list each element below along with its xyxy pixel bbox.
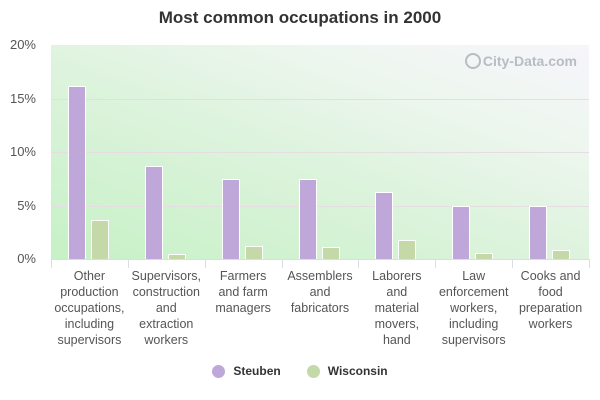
x-tick-mark [358, 259, 360, 268]
bar-steuben[interactable] [221, 178, 240, 259]
gridline [51, 98, 589, 100]
legend-label: Steuben [233, 364, 281, 378]
legend-item-wisconsin[interactable]: Wisconsin [306, 364, 388, 378]
x-tick-mark [589, 259, 590, 268]
bar-steuben[interactable] [452, 205, 471, 259]
x-axis-line [51, 259, 589, 260]
gridline [51, 205, 589, 207]
legend-swatch-icon [306, 364, 320, 378]
x-tick-label: Farmers and farm managers [215, 269, 271, 315]
legend-swatch-icon [212, 364, 226, 378]
x-tick-mark [435, 259, 437, 268]
x-tick-label: Assemblers and fabricators [287, 269, 353, 315]
chart-title: Most common occupations in 2000 [158, 8, 442, 27]
x-tick-mark [127, 259, 129, 268]
watermark: City-Data.com [464, 53, 577, 69]
x-tick-mark [512, 259, 514, 268]
bar-wisconsin[interactable] [167, 253, 186, 259]
bar-steuben[interactable] [68, 85, 86, 259]
y-tick-label: 0% [17, 251, 36, 266]
legend: Steuben Wisconsin [0, 364, 600, 378]
watermark-text: City-Data.com [482, 53, 577, 69]
x-tick-label: Cooks and food preparation workers [518, 269, 583, 331]
plot-area: City-Data.com [51, 45, 589, 259]
gridline [51, 152, 589, 153]
bar-steuben[interactable] [298, 178, 317, 259]
legend-item-steuben[interactable]: Steuben [212, 364, 281, 378]
y-tick-label: 15% [9, 90, 36, 106]
x-tick-mark [281, 259, 283, 268]
y-tick-label: 10% [9, 144, 36, 159]
y-tick-label: 5% [17, 197, 36, 213]
x-tick-label: Supervisors, construction and extraction wor… [131, 269, 202, 347]
bar-steuben[interactable] [144, 165, 163, 259]
y-tick-label: 20% [9, 37, 36, 52]
bar-wisconsin[interactable] [321, 247, 340, 259]
legend-label: Wisconsin [327, 364, 388, 378]
x-tick-label: Other production occupations, including supe… [54, 269, 125, 347]
bar-wisconsin[interactable] [244, 246, 263, 259]
bar-steuben[interactable] [529, 205, 548, 259]
x-tick-mark [204, 259, 206, 268]
bar-steuben[interactable] [375, 191, 394, 259]
bar-wisconsin[interactable] [398, 239, 417, 259]
bar-wisconsin[interactable] [91, 220, 109, 259]
x-tick-label: Law enforcement workers, including superviso… [438, 269, 509, 347]
bar-wisconsin[interactable] [552, 250, 571, 259]
x-tick-mark [51, 259, 52, 268]
bar-wisconsin[interactable] [475, 252, 494, 259]
x-tick-label: Laborers and material movers, hand [372, 269, 422, 347]
magnifier-chart-icon [464, 53, 481, 69]
